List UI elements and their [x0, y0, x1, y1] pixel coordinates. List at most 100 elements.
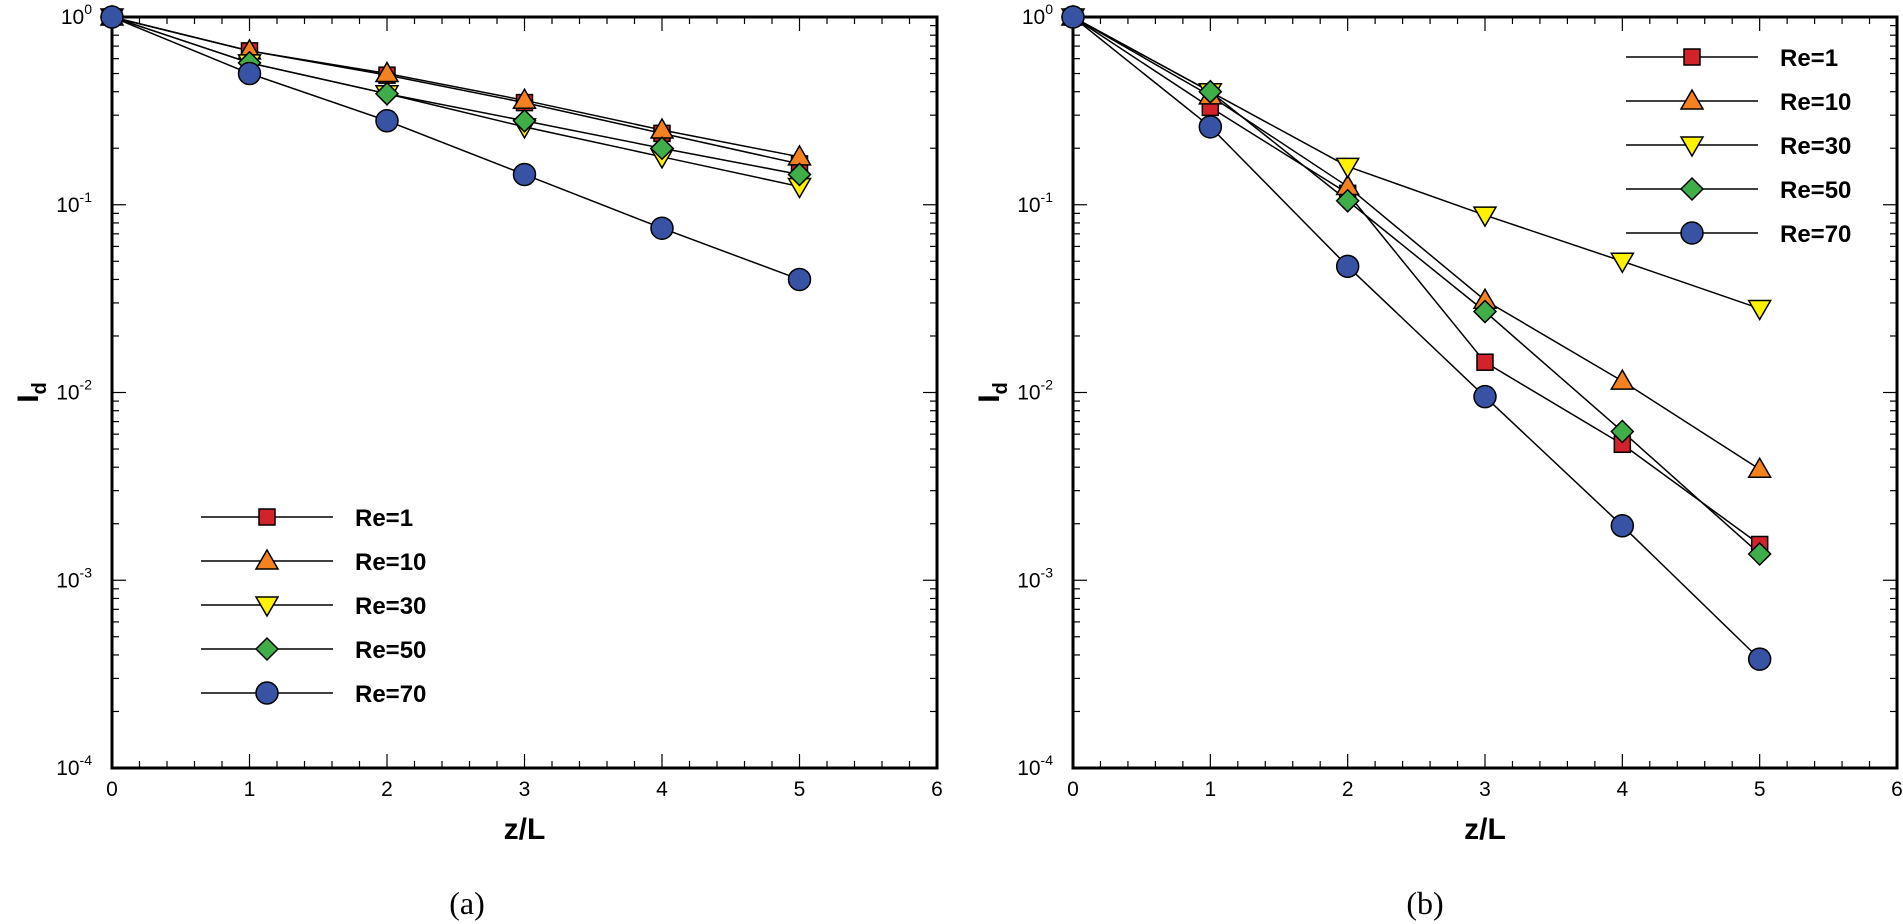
legend-marker-triangle-up — [254, 548, 280, 570]
plot-frame — [110, 15, 939, 770]
y-axis-title: Id — [12, 382, 51, 403]
legend-label: Re=1 — [1780, 45, 1838, 72]
data-point-triangle-down — [1610, 252, 1635, 274]
x-tick-label: 5 — [1754, 778, 1766, 801]
y-tick-label: 10-1 — [1017, 189, 1053, 217]
x-tick-label: 1 — [244, 778, 256, 801]
data-point-circle — [512, 162, 537, 187]
data-point-triangle-down — [1747, 299, 1772, 322]
panel-caption: (b) — [1406, 885, 1443, 921]
y-tick-label: 10-1 — [56, 189, 92, 217]
x-tick-label: 3 — [519, 778, 531, 801]
y-tick-label: 10-3 — [1017, 564, 1053, 592]
data-point-diamond — [1335, 188, 1360, 213]
panel-caption: (a) — [449, 885, 485, 921]
series-line-triangle-up — [1072, 16, 1761, 470]
y-axis-title: Id — [973, 382, 1012, 403]
y-tick-label: 10-4 — [1017, 752, 1053, 780]
series-line-diamond — [111, 16, 800, 176]
data-point-circle — [1610, 514, 1635, 538]
y-axis-title-main: I — [12, 394, 45, 402]
data-point-circle — [787, 267, 812, 292]
data-point-triangle-up — [1610, 368, 1635, 390]
legend-marker-diamond — [1679, 176, 1705, 202]
chart-panel-1: 0 1 2 3 4 5 610010-110-210-310-4z/LIdRe=1Re=10… — [12, 1, 943, 921]
series-line-circle — [1072, 16, 1761, 660]
legend-label: Re=10 — [1780, 89, 1851, 116]
data-point-diamond — [1610, 419, 1635, 444]
y-tick-label: 10-2 — [56, 377, 92, 405]
y-tick-base: 10 — [56, 757, 79, 780]
legend-label: Re=30 — [355, 593, 426, 620]
x-tick-label: 5 — [794, 778, 806, 801]
series-line-triangle-down — [1072, 16, 1760, 310]
legend-marker-triangle-down — [1679, 136, 1705, 158]
data-point-circle — [650, 216, 674, 240]
data-point-circle — [237, 61, 262, 86]
y-tick-base: 10 — [1017, 757, 1040, 780]
legend-marker-square — [1683, 48, 1701, 66]
data-point-circle — [1335, 254, 1360, 279]
y-axis-title-main: I — [973, 394, 1006, 402]
data-point-triangle-down — [1472, 206, 1498, 228]
x-tick-label: 3 — [1479, 778, 1491, 801]
y-tick-base: 10 — [1017, 194, 1040, 217]
y-tick-exponent: -1 — [80, 189, 93, 205]
y-axis-title-subscript: d — [29, 382, 51, 394]
y-tick-exponent: 0 — [84, 1, 92, 17]
legend-marker-square — [258, 508, 276, 526]
y-tick-exponent: -1 — [1041, 189, 1054, 205]
legend-label: Re=70 — [355, 681, 426, 708]
legend: Re=1 Re=10 Re=30 Re=50 Re=70 — [1626, 45, 1851, 248]
y-tick-exponent: -4 — [80, 752, 93, 768]
y-tick-base: 10 — [61, 6, 84, 29]
series-line-square — [1072, 16, 1761, 546]
data-point-circle — [1747, 647, 1772, 671]
legend-marker-circle — [255, 681, 279, 705]
y-tick-exponent: -4 — [1041, 752, 1054, 768]
chart-panel-2: 0 1 2 3 4 5 610010-110-210-310-4z/LIdRe=1Re=10… — [973, 1, 1903, 921]
y-tick-base: 10 — [1017, 382, 1040, 405]
y-tick-base: 10 — [1022, 6, 1045, 29]
legend-label: Re=50 — [1780, 177, 1851, 204]
y-tick-label: 10-3 — [56, 564, 92, 592]
y-tick-base: 10 — [56, 569, 79, 592]
legend-label: Re=70 — [1780, 221, 1851, 248]
series-line-diamond — [1072, 16, 1761, 555]
legend: Re=1 Re=10 Re=30 Re=50 Re=70 — [201, 505, 426, 708]
y-tick-base: 10 — [56, 382, 79, 405]
y-tick-exponent: -3 — [1041, 564, 1054, 580]
y-tick-label: 10-4 — [56, 752, 92, 780]
x-tick-label: 2 — [381, 778, 393, 801]
x-tick-label: 0 — [106, 778, 118, 801]
x-tick-label: 0 — [1067, 778, 1079, 801]
legend-label: Re=50 — [355, 637, 426, 664]
plot-frame — [1071, 15, 1899, 770]
data-point-triangle-up — [1747, 456, 1772, 479]
legend-marker-circle — [1680, 221, 1704, 245]
data-point-diamond — [1747, 541, 1772, 567]
x-tick-label: 1 — [1204, 778, 1216, 801]
data-point-circle — [1061, 5, 1085, 29]
data-point-triangle-up — [512, 87, 537, 110]
data-point-triangle-down — [1335, 157, 1360, 179]
y-tick-label: 100 — [1022, 1, 1053, 29]
x-tick-label: 2 — [1342, 778, 1354, 801]
series-line-circle — [111, 16, 800, 281]
data-point-diamond — [1198, 79, 1223, 104]
data-point-diamond — [1472, 299, 1498, 324]
x-tick-label: 4 — [1616, 778, 1628, 801]
legend-marker-diamond — [254, 636, 280, 662]
data-point-circle — [100, 5, 124, 29]
data-point-circle — [1473, 384, 1497, 409]
x-axis-title: z/L — [1464, 813, 1506, 846]
y-tick-base: 10 — [1017, 569, 1040, 592]
x-axis-title: z/L — [504, 813, 546, 846]
data-point-diamond — [512, 108, 537, 133]
data-point-square — [1476, 353, 1494, 371]
y-tick-base: 10 — [56, 194, 79, 217]
y-axis-title-subscript: d — [990, 382, 1012, 394]
data-point-diamond — [649, 136, 675, 161]
y-tick-exponent: 0 — [1045, 1, 1053, 17]
